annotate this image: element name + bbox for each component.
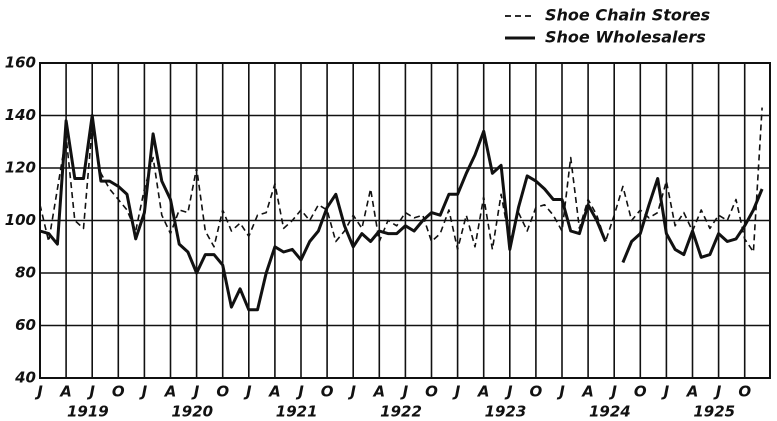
x-tick-label: J — [400, 383, 409, 401]
year-label: 1921 — [276, 403, 318, 421]
x-tick-label: O — [634, 383, 647, 401]
x-tick-label: O — [530, 383, 543, 401]
x-tick-label: J — [608, 383, 617, 401]
y-tick-label: 120 — [5, 159, 36, 177]
year-label: 1920 — [171, 403, 213, 421]
year-label: 1922 — [380, 403, 422, 421]
y-tick-label: 80 — [15, 264, 36, 282]
x-tick-label: J — [191, 383, 200, 401]
x-tick-label: O — [321, 383, 334, 401]
legend: Shoe Chain Stores Shoe Wholesalers — [505, 6, 710, 47]
x-tick-label: A — [581, 383, 594, 401]
data-line — [39, 107, 763, 253]
x-tick-label: J — [556, 383, 565, 401]
y-tick-label: 60 — [15, 316, 36, 334]
x-tick-label: J — [86, 383, 95, 401]
x-tick-label: O — [112, 383, 125, 401]
y-tick-label: 140 — [5, 106, 36, 124]
x-tick-label: J — [713, 383, 722, 401]
x-tick-label: J — [661, 383, 670, 401]
x-tick-label: O — [425, 383, 438, 401]
x-tick-label: J — [347, 383, 356, 401]
legend-label: Shoe Wholesalers — [545, 28, 706, 47]
x-tick-label: A — [59, 383, 72, 401]
year-label: 1924 — [589, 403, 631, 421]
year-label: 1923 — [485, 403, 527, 421]
legend-label: Shoe Chain Stores — [545, 6, 710, 25]
x-tick-label: O — [216, 383, 229, 401]
x-tick-label: J — [295, 383, 304, 401]
y-tick-label: 160 — [5, 54, 36, 72]
x-tick-label: A — [477, 383, 490, 401]
x-tick-label: A — [268, 383, 281, 401]
x-tick-label: J — [452, 383, 461, 401]
x-tick-label: J — [243, 383, 252, 401]
year-label: 1925 — [693, 403, 735, 421]
x-tick-label: O — [738, 383, 751, 401]
x-tick-label: J — [34, 383, 43, 401]
x-tick-label: A — [686, 383, 699, 401]
x-tick-label: J — [504, 383, 513, 401]
x-tick-label: J — [139, 383, 148, 401]
year-label: 1919 — [67, 403, 109, 421]
data-line — [39, 114, 764, 312]
y-tick-label: 100 — [5, 211, 36, 229]
x-tick-label: A — [164, 383, 177, 401]
x-tick-label: A — [372, 383, 385, 401]
y-tick-label: 40 — [14, 369, 36, 387]
